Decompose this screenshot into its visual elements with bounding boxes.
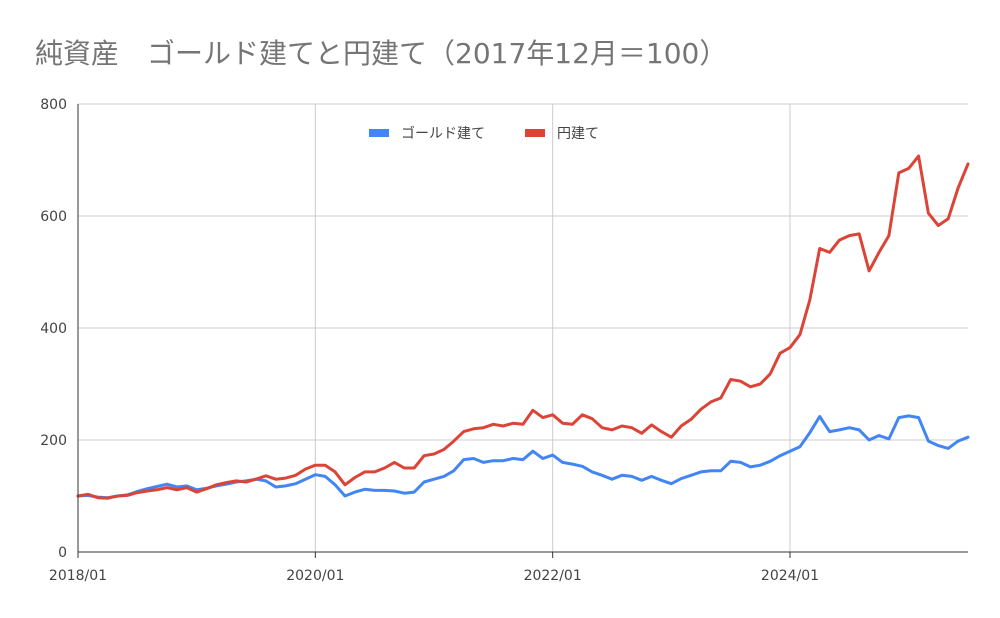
legend: ゴールド建て 円建て xyxy=(369,125,599,142)
legend-label-0: ゴールド建て xyxy=(401,125,485,142)
grid xyxy=(78,103,968,552)
legend-swatch-1 xyxy=(525,129,545,137)
series-line-0 xyxy=(76,414,970,500)
y-tick-label: 400 xyxy=(40,321,67,337)
x-tick-label: 2018/01 xyxy=(49,568,107,584)
x-tick-label: 2020/01 xyxy=(286,568,344,584)
y-tick-label: 200 xyxy=(40,433,67,449)
x-tick-label: 2024/01 xyxy=(761,568,819,584)
chart-title: 純資産 ゴールド建てと円建て（2017年12月＝100） xyxy=(35,37,727,70)
y-tick-label: 0 xyxy=(58,545,67,561)
y-tick-label: 800 xyxy=(40,97,67,113)
x-tick-label: 2022/01 xyxy=(524,568,582,584)
legend-swatch-0 xyxy=(369,129,389,137)
legend-label-1: 円建て xyxy=(557,126,599,142)
series-lines xyxy=(76,154,970,500)
y-tick-label: 600 xyxy=(40,209,67,225)
series-line-1 xyxy=(76,154,970,500)
axes: 0 200 400 600 800 2018/01 2020/01 2022/01 2024/0… xyxy=(40,97,968,584)
